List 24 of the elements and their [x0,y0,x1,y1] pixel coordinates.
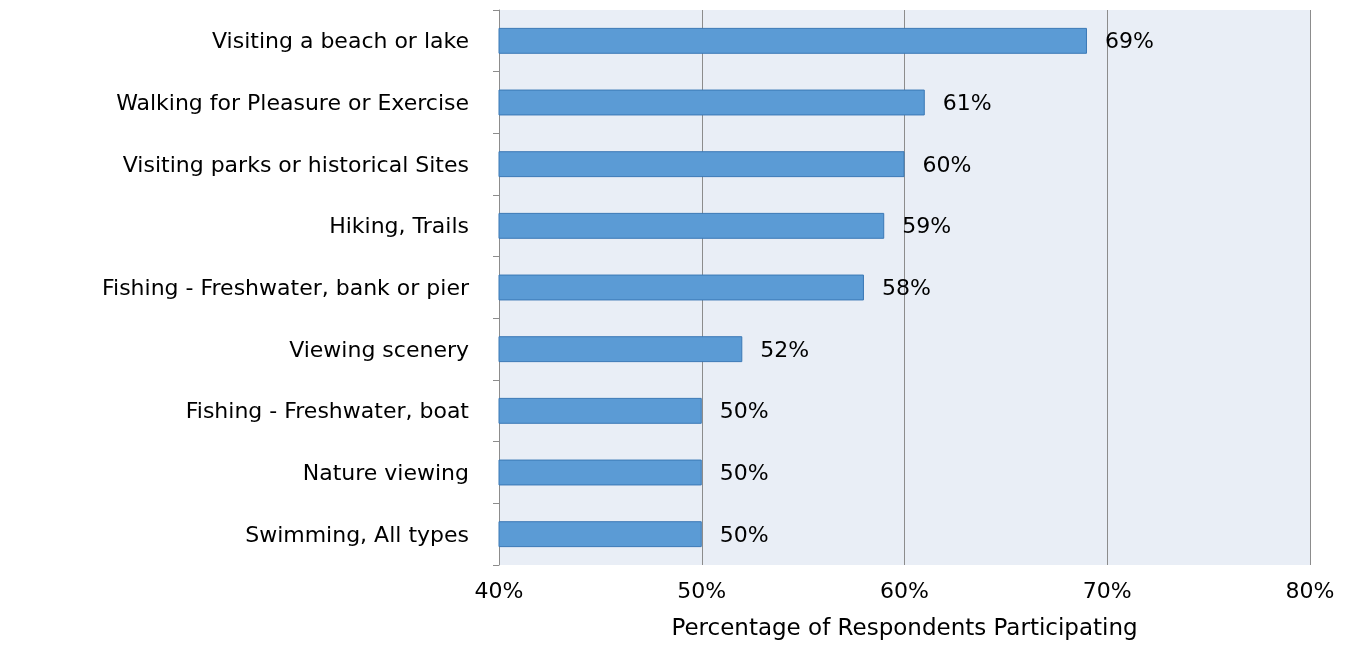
data-label: 59% [902,213,952,239]
x-tick-label: 70% [1082,577,1132,603]
x-tick-label: 50% [677,577,727,603]
y-tick-label: Fishing - Freshwater, boat [185,398,470,424]
x-axis-title: Percentage of Respondents Participating [671,613,1138,640]
y-tick-label: Visiting a beach or lake [212,28,469,54]
y-tick-label: Walking for Pleasure or Exercise [116,90,469,115]
data-label: 50% [719,398,769,424]
y-tick-label: Viewing scenery [289,336,469,362]
y-tick-label: Visiting parks or historical Sites [122,151,469,177]
data-label: 58% [881,275,931,300]
data-label: 50% [719,521,769,547]
y-tick-label: Swimming, All types [245,521,469,547]
x-tick-label: 80% [1285,577,1335,603]
data-label: 52% [760,336,810,362]
y-tick-label: Fishing - Freshwater, bank or pier [101,275,470,300]
data-label: 61% [942,90,992,115]
data-label: 60% [922,151,972,177]
x-tick-label: 40% [474,577,524,603]
x-tick-label: 60% [880,577,929,603]
data-label: 50% [719,460,769,485]
data-label: 69% [1104,28,1154,54]
y-tick-label: Hiking, Trails [329,213,469,239]
y-tick-label: Nature viewing [302,460,469,485]
